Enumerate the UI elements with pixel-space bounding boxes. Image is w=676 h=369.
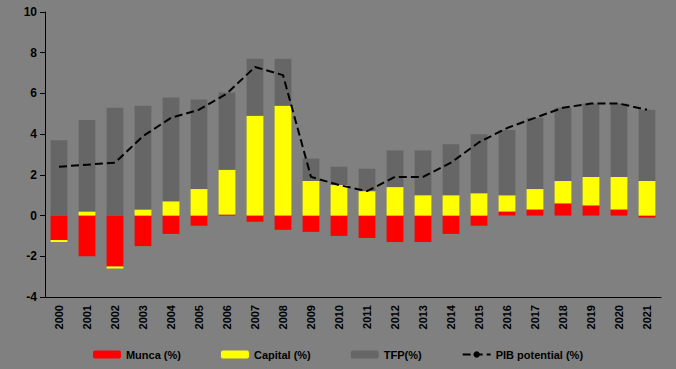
svg-text:2011: 2011 bbox=[361, 305, 373, 329]
svg-text:2005: 2005 bbox=[193, 305, 205, 329]
svg-text:2004: 2004 bbox=[165, 304, 177, 329]
svg-text:2000: 2000 bbox=[53, 305, 65, 329]
svg-text:10: 10 bbox=[24, 5, 38, 19]
svg-text:6: 6 bbox=[30, 86, 37, 100]
svg-text:TFP(%): TFP(%) bbox=[384, 349, 422, 361]
svg-text:Munca (%): Munca (%) bbox=[126, 349, 181, 361]
svg-text:2014: 2014 bbox=[445, 304, 457, 329]
svg-text:2015: 2015 bbox=[473, 305, 485, 329]
svg-text:2001: 2001 bbox=[81, 305, 93, 329]
svg-text:2007: 2007 bbox=[249, 305, 261, 329]
svg-text:2021: 2021 bbox=[641, 305, 653, 329]
svg-text:2009: 2009 bbox=[305, 305, 317, 329]
svg-text:PIB potential (%): PIB potential (%) bbox=[496, 349, 584, 361]
svg-text:2012: 2012 bbox=[389, 305, 401, 329]
svg-text:4: 4 bbox=[30, 127, 37, 141]
svg-text:8: 8 bbox=[30, 46, 37, 60]
svg-text:0: 0 bbox=[30, 209, 37, 223]
svg-text:2002: 2002 bbox=[109, 305, 121, 329]
svg-text:-4: -4 bbox=[26, 290, 37, 304]
svg-text:2020: 2020 bbox=[613, 305, 625, 329]
svg-text:2: 2 bbox=[30, 168, 37, 182]
svg-text:2018: 2018 bbox=[557, 305, 569, 329]
svg-text:2013: 2013 bbox=[417, 305, 429, 329]
svg-text:2016: 2016 bbox=[501, 305, 513, 329]
svg-text:2017: 2017 bbox=[529, 305, 541, 329]
svg-text:2006: 2006 bbox=[221, 305, 233, 329]
svg-text:2008: 2008 bbox=[277, 305, 289, 329]
svg-text:2010: 2010 bbox=[333, 305, 345, 329]
svg-text:Capital (%): Capital (%) bbox=[254, 349, 311, 361]
svg-text:2003: 2003 bbox=[137, 305, 149, 329]
svg-text:2019: 2019 bbox=[585, 305, 597, 329]
svg-text:-2: -2 bbox=[26, 249, 37, 263]
